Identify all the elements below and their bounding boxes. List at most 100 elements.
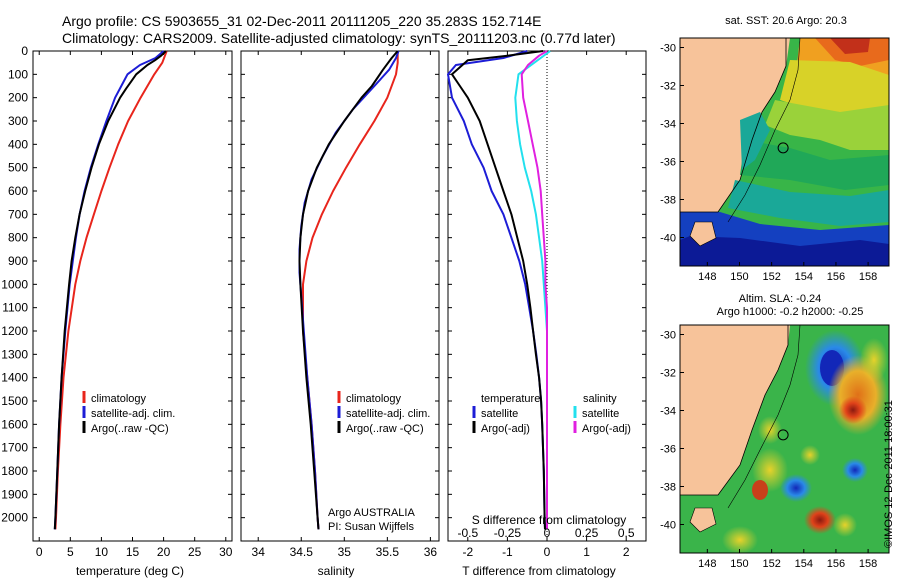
s-tick-label: 0.25 xyxy=(575,526,599,540)
legend-label: climatology xyxy=(91,393,147,405)
depth-tick-label: 1100 xyxy=(2,301,28,315)
argo-position-marker xyxy=(777,429,789,441)
x-tick-label: 5 xyxy=(67,545,74,559)
map-x-tick-label: 154 xyxy=(795,271,813,283)
sla-map-title: Altim. SLA: -0.24 xyxy=(739,293,822,305)
series-argo-raw-qc xyxy=(298,50,399,530)
depth-tick-label: 500 xyxy=(8,161,28,175)
temperature-legend: climatology satellite-adj. clim. Argo(..… xyxy=(82,391,175,435)
header-line1: Argo profile: CS 5903655_31 02-Dec-2011 … xyxy=(62,13,542,29)
argo-position-marker xyxy=(777,142,789,154)
map-y-tick-label: -30 xyxy=(660,43,676,55)
sla-map-frame xyxy=(679,324,890,554)
depth-tick-label: 1500 xyxy=(1,394,28,408)
temperature-xlabel: temperature (deg C) xyxy=(76,564,184,578)
legend-title-salinity: salinity xyxy=(583,393,617,405)
map-y-tick-label: -34 xyxy=(660,119,676,131)
map-x-tick-label: 148 xyxy=(698,558,716,570)
salinity-plot: 34 34.5 35 35.5 36 xyxy=(252,50,437,559)
sla-map-axes: 148 150 152 154 156 158 -30 -32 -34 -36 -38 -40 xyxy=(660,330,877,571)
series-t-satellite xyxy=(447,50,546,530)
map-y-tick-label: -40 xyxy=(660,520,676,532)
legend-label: satellite-adj. clim. xyxy=(91,408,175,420)
legend-label: Argo(-adj) xyxy=(481,423,530,435)
s-tick-label: -0.5 xyxy=(457,526,478,540)
x-tick-label: 25 xyxy=(188,545,202,559)
depth-tick-label: 0 xyxy=(21,44,28,58)
difference-legend: temperature salinity satellite Argo(-adj… xyxy=(472,393,631,435)
x-tick-label: 0 xyxy=(36,545,43,559)
legend-label: Argo(-adj) xyxy=(582,423,631,435)
depth-axis: 0 100 200 300 400 500 600 700 800 900 1000 1100 1200… xyxy=(1,44,646,525)
map-x-tick-label: 150 xyxy=(730,558,748,570)
header-line2: Climatology: CARS2009. Satellite-adjuste… xyxy=(62,30,616,46)
map-y-tick-label: -38 xyxy=(660,195,676,207)
legend-label: Argo(..raw -QC) xyxy=(91,423,169,435)
salinity-xlabel: salinity xyxy=(318,564,355,578)
sst-map-title: sat. SST: 20.6 Argo: 20.3 xyxy=(725,15,847,27)
argo-agency: Argo AUSTRALIA xyxy=(328,507,415,519)
series-satellite-adj-clim xyxy=(53,50,165,530)
sst-map-frame xyxy=(679,37,890,267)
map-x-tick-label: 152 xyxy=(762,271,780,283)
map-y-tick-label: -38 xyxy=(660,482,676,494)
sla-map-subtitle: Argo h1000: -0.2 h2000: -0.25 xyxy=(717,306,864,318)
series-satellite-adj-clim xyxy=(298,50,400,530)
series-climatology xyxy=(54,50,168,530)
sst-map xyxy=(680,38,889,266)
depth-tick-label: 200 xyxy=(8,91,28,105)
series-t-argo-adj xyxy=(451,50,546,530)
legend-label: satellite xyxy=(582,408,619,420)
depth-tick-label: 1900 xyxy=(1,487,28,501)
x-tick-label: 35 xyxy=(338,545,352,559)
depth-tick-label: 1200 xyxy=(1,324,28,338)
map-y-tick-label: -32 xyxy=(660,368,676,380)
legend-title-temperature: temperature xyxy=(481,393,540,405)
map-y-tick-label: -36 xyxy=(660,444,676,456)
depth-tick-label: 100 xyxy=(8,67,28,81)
map-x-tick-label: 148 xyxy=(698,271,716,283)
series-climatology xyxy=(302,51,399,530)
x-tick-label: 0 xyxy=(544,545,551,559)
depth-tick-label: 1400 xyxy=(1,371,28,385)
x-tick-label: 15 xyxy=(126,545,140,559)
depth-tick-label: 700 xyxy=(8,207,28,221)
salinity-legend: climatology satellite-adj. clim. Argo(..… xyxy=(328,391,430,533)
x-tick-label: 20 xyxy=(157,545,171,559)
map-y-tick-label: -40 xyxy=(660,233,676,245)
map-y-tick-label: -30 xyxy=(660,330,676,342)
depth-tick-label: 900 xyxy=(8,254,28,268)
s-tick-label: 0.5 xyxy=(618,526,635,540)
salinity-panel xyxy=(240,50,440,542)
argo-pi: PI: Susan Wijffels xyxy=(328,521,414,533)
map-x-tick-label: 158 xyxy=(859,558,877,570)
map-x-tick-label: 156 xyxy=(827,558,845,570)
map-x-tick-label: 158 xyxy=(859,271,877,283)
s-difference-xlabel: S difference from climatology xyxy=(472,513,627,527)
temperature-plot: 0 5 10 15 20 25 30 xyxy=(36,50,233,559)
x-tick-label: -1 xyxy=(502,545,513,559)
depth-tick-label: 2000 xyxy=(1,511,28,525)
depth-tick-label: 1600 xyxy=(1,417,28,431)
legend-label: Argo(..raw -QC) xyxy=(346,423,424,435)
series-argo-raw-qc xyxy=(53,50,167,530)
depth-tick-label: 1800 xyxy=(1,464,28,478)
t-difference-xlabel: T difference from climatology xyxy=(462,564,616,578)
map-y-tick-label: -34 xyxy=(660,406,676,418)
temperature-panel xyxy=(32,50,233,542)
x-tick-label: 34 xyxy=(252,545,266,559)
x-tick-label: 10 xyxy=(95,545,109,559)
x-tick-label: -2 xyxy=(462,545,473,559)
s-tick-label: -0.25 xyxy=(494,526,522,540)
series-s-argo-adj xyxy=(520,50,548,530)
x-tick-label: 34.5 xyxy=(290,545,314,559)
legend-label: satellite xyxy=(481,408,518,420)
map-x-tick-label: 150 xyxy=(730,271,748,283)
depth-tick-label: 1000 xyxy=(1,277,28,291)
x-tick-label: 35.5 xyxy=(376,545,400,559)
x-tick-label: 1 xyxy=(583,545,590,559)
sst-map-axes: 148 150 152 154 156 158 -30 -32 -34 -36 -38 -40 xyxy=(660,43,877,284)
difference-plot: -2 -1 0 1 2 -0.5 -0.25 0 0.25 0.5 xyxy=(447,50,635,559)
map-x-tick-label: 154 xyxy=(795,558,813,570)
